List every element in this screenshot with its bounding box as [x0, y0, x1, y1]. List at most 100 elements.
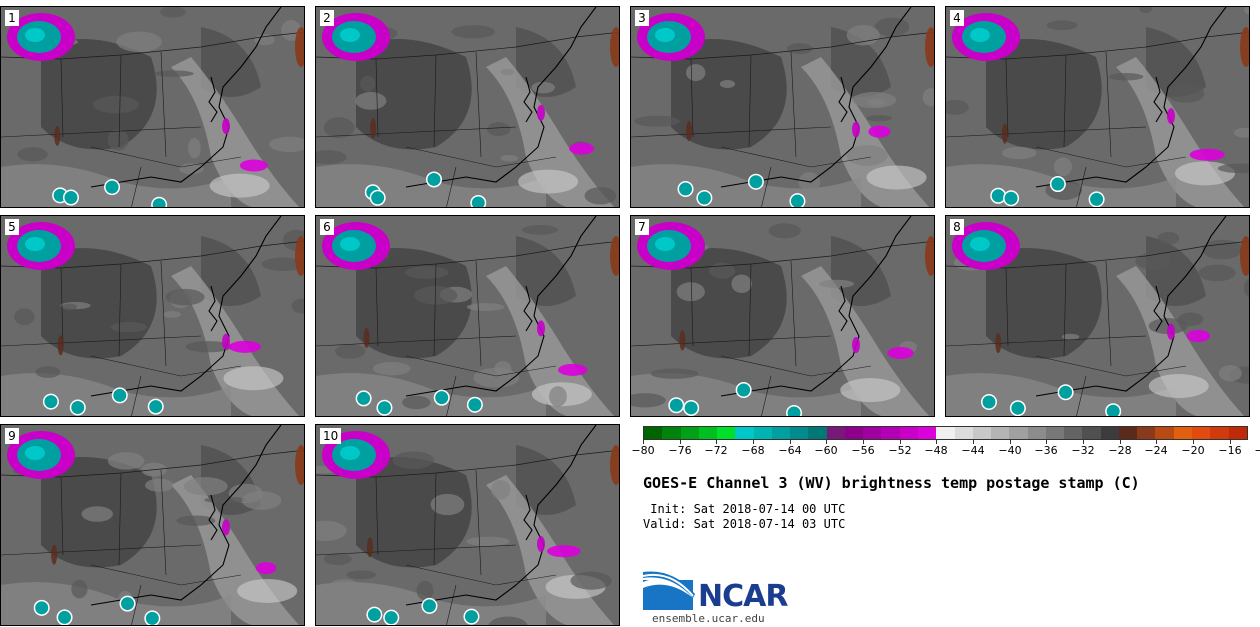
colorbar-tick-mark [643, 440, 644, 444]
colorbar-tick-label: −36 [1034, 444, 1058, 457]
member-label: 8 [950, 219, 964, 235]
colorbar-segment [1027, 427, 1046, 439]
ensemble-member-panel-4: 4 [945, 6, 1250, 208]
colorbar-tick-mark [1193, 440, 1194, 444]
colorbar-segment [991, 427, 1010, 439]
ensemble-member-panel-2: 2 [315, 6, 620, 208]
member-label: 9 [5, 428, 19, 444]
colorbar-segment [881, 427, 900, 439]
colorbar-tick-label: −16 [1218, 444, 1242, 457]
colorbar-segment [899, 427, 918, 439]
colorbar-tick-mark [900, 440, 901, 444]
colorbar-tick-mark [680, 440, 681, 444]
member-label: 2 [320, 10, 334, 26]
colorbar-tick-label: −12 [1254, 444, 1260, 457]
colorbar-tick-mark [1230, 440, 1231, 444]
member-label: 10 [320, 428, 342, 444]
ensemble-member-panel-8: 8 [945, 215, 1250, 417]
colorbar-tick-mark [1120, 440, 1121, 444]
water-vapor-map [631, 7, 934, 207]
colorbar-segment [1155, 427, 1174, 439]
colorbar-tick-mark [790, 440, 791, 444]
colorbar-segment [1045, 427, 1065, 439]
colorbar-tick-label: −80 [631, 444, 655, 457]
member-label: 6 [320, 219, 334, 235]
water-vapor-map [316, 7, 619, 207]
colorbar-tick-mark [973, 440, 974, 444]
ensemble-member-panel-10: 10 [315, 424, 620, 626]
ensemble-member-panel-5: 5 [0, 215, 305, 417]
colorbar [643, 426, 1248, 440]
colorbar-segment [1210, 427, 1229, 439]
member-label: 1 [5, 10, 19, 26]
valid-time: Valid: Sat 2018-07-14 03 UTC [643, 517, 846, 531]
colorbar-tick-mark [826, 440, 827, 444]
colorbar-segment [698, 427, 718, 439]
ensemble-member-panel-6: 6 [315, 215, 620, 417]
colorbar-segment [1173, 427, 1192, 439]
colorbar-segment [735, 427, 754, 439]
colorbar-tick-label: −28 [1108, 444, 1132, 457]
water-vapor-map [631, 216, 934, 416]
colorbar-tick-mark [753, 440, 754, 444]
colorbar-tick-label: −32 [1071, 444, 1095, 457]
water-vapor-map [316, 425, 619, 625]
colorbar-tick-label: −76 [668, 444, 692, 457]
colorbar-segment [1064, 427, 1083, 439]
colorbar-tick-label: −24 [1144, 444, 1168, 457]
ncar-logo-text: NCAR [698, 579, 788, 614]
colorbar-segment [1118, 427, 1138, 439]
colorbar-segment [1082, 427, 1101, 439]
ensemble-member-panel-3: 3 [630, 6, 935, 208]
colorbar-segment [771, 427, 791, 439]
colorbar-tick-mark [1046, 440, 1047, 444]
colorbar-tick-label: −44 [961, 444, 985, 457]
colorbar-segment [644, 427, 663, 439]
colorbar-tick-label: −48 [924, 444, 948, 457]
ensemble-member-panel-9: 9 [0, 424, 305, 626]
colorbar-segment [936, 427, 955, 439]
colorbar-segment [1137, 427, 1156, 439]
water-vapor-map [1, 425, 304, 625]
member-label: 7 [635, 219, 649, 235]
water-vapor-map [946, 7, 1249, 207]
water-vapor-map [946, 216, 1249, 416]
colorbar-tick-label: −60 [814, 444, 838, 457]
colorbar-segment [753, 427, 772, 439]
colorbar-segment [972, 427, 992, 439]
colorbar-tick-mark [716, 440, 717, 444]
colorbar-segment [1228, 427, 1247, 439]
member-label: 3 [635, 10, 649, 26]
colorbar-tick-label: −52 [888, 444, 912, 457]
ensemble-member-panel-1: 1 [0, 6, 305, 208]
colorbar-segment [863, 427, 882, 439]
colorbar-segment [1191, 427, 1211, 439]
colorbar-tick-label: −56 [851, 444, 875, 457]
colorbar-tick-mark [1156, 440, 1157, 444]
colorbar-tick-label: −20 [1181, 444, 1205, 457]
colorbar-tick-mark [1083, 440, 1084, 444]
colorbar-segment [680, 427, 699, 439]
colorbar-segment [808, 427, 827, 439]
map-title: GOES-E Channel 3 (WV) brightness temp po… [643, 474, 1140, 492]
colorbar-segment [954, 427, 973, 439]
colorbar-segment [826, 427, 845, 439]
colorbar-tick-label: −68 [741, 444, 765, 457]
water-vapor-map [1, 216, 304, 416]
colorbar-segment [717, 427, 736, 439]
colorbar-tick-label: −72 [704, 444, 728, 457]
colorbar-segment [917, 427, 937, 439]
colorbar-tick-label: −40 [998, 444, 1022, 457]
init-time: Init: Sat 2018-07-14 00 UTC [643, 502, 846, 516]
colorbar-segment [662, 427, 681, 439]
ensemble-member-panel-7: 7 [630, 215, 935, 417]
ncar-logo-icon [643, 571, 695, 610]
member-label: 5 [5, 219, 19, 235]
colorbar-segment [1009, 427, 1028, 439]
colorbar-ticks: −80 −76 −72 −68 −64 −60 −56 −52 −48 −44 −40 −36 −32−… [631, 440, 1260, 458]
colorbar-tick-mark [936, 440, 937, 444]
colorbar-segment [790, 427, 809, 439]
water-vapor-map [316, 216, 619, 416]
site-url: ensemble.ucar.edu [652, 612, 765, 625]
colorbar-tick-mark [1010, 440, 1011, 444]
